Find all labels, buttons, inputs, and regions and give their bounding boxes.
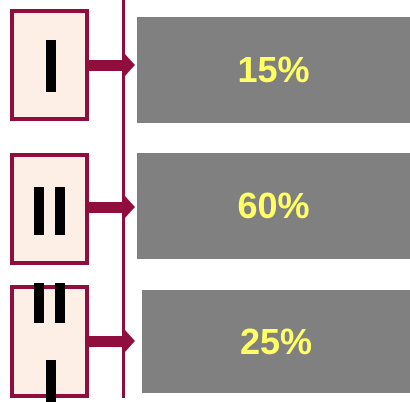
numeral-box-1: I bbox=[10, 9, 89, 121]
numeral-stroke bbox=[46, 360, 56, 402]
connector-3 bbox=[89, 336, 122, 347]
arrow-head-1 bbox=[125, 54, 135, 76]
numeral-label-3: III bbox=[14, 289, 15, 290]
numeral-stroke bbox=[34, 283, 44, 323]
percentage-panel-3: 25% bbox=[142, 290, 410, 393]
numeral-stroke bbox=[34, 187, 44, 235]
percentage-value-2: 60% bbox=[237, 185, 310, 226]
numeral-stroke bbox=[55, 187, 65, 235]
percentage-panel-2: 60% bbox=[137, 153, 410, 259]
percentage-value-1: 15% bbox=[237, 49, 310, 90]
connector-2 bbox=[89, 202, 122, 213]
numeral-box-2: II bbox=[10, 153, 89, 265]
percentage-panel-1: 15% bbox=[137, 17, 410, 123]
numeral-stroke bbox=[46, 40, 56, 92]
connector-1 bbox=[89, 60, 122, 71]
percentage-value-3: 25% bbox=[239, 320, 313, 362]
arrow-head-2 bbox=[125, 196, 135, 218]
vertical-connector-line bbox=[122, 0, 125, 398]
numeral-label-1: I bbox=[14, 13, 15, 14]
numeral-stroke bbox=[55, 283, 65, 323]
numeral-box-3: III bbox=[10, 283, 89, 402]
numeral-label-2: II bbox=[14, 157, 15, 158]
arrow-head-3 bbox=[125, 330, 135, 352]
